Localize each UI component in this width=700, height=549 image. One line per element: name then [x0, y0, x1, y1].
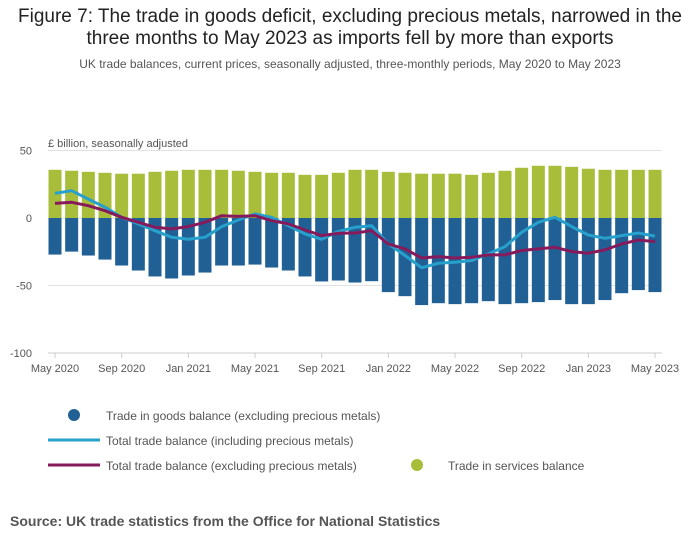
services-bar — [498, 170, 512, 218]
services-bar — [415, 173, 429, 218]
services-bar — [331, 172, 345, 218]
goods-bar — [265, 218, 279, 268]
services-bar — [398, 172, 412, 218]
services-bar — [581, 168, 595, 218]
x-tick-label: May 2020 — [31, 363, 79, 375]
goods-bar — [248, 218, 262, 265]
goods-bar — [415, 218, 429, 306]
chart-subtitle: UK trade balances, current prices, seaso… — [79, 57, 621, 71]
goods-bar — [181, 218, 195, 276]
services-bar — [431, 173, 445, 218]
chart-title: Figure 7: The trade in goods deficit, ex… — [18, 6, 682, 49]
goods-bar — [481, 218, 495, 302]
goods-bar — [515, 218, 529, 304]
services-bar — [298, 174, 312, 218]
services-bar — [65, 170, 79, 218]
goods-bar — [48, 218, 62, 255]
services-bar — [215, 169, 229, 218]
services-bar — [281, 172, 295, 218]
goods-bar — [548, 218, 562, 301]
goods-bar — [115, 218, 129, 266]
x-tick-label: May 2022 — [431, 363, 479, 375]
goods-bar — [198, 218, 212, 273]
x-tick-label: Sep 2021 — [298, 363, 345, 375]
services-bar — [615, 169, 629, 218]
goods-bar — [131, 218, 145, 271]
goods-bar — [565, 218, 579, 305]
x-tick-label: Sep 2022 — [498, 363, 545, 375]
legend-total-incl-label: Total trade balance (including precious … — [106, 434, 353, 448]
goods-bar — [631, 218, 645, 291]
services-bar — [81, 171, 95, 218]
legend-services-label: Trade in services balance — [448, 459, 585, 473]
services-bar — [115, 173, 129, 218]
y-tick-label: -100 — [10, 348, 32, 360]
goods-bar — [381, 218, 395, 293]
services-bar — [48, 169, 62, 218]
y-axis-label: £ billion, seasonally adjusted — [48, 138, 188, 150]
goods-bar — [315, 218, 329, 282]
x-tick-label: May 2021 — [231, 363, 279, 375]
services-bar — [148, 171, 162, 218]
services-bar — [481, 172, 495, 218]
total_excl-line — [54, 200, 656, 260]
services-bar — [198, 169, 212, 218]
x-tick-label: Sep 2020 — [98, 363, 145, 375]
goods-bar — [98, 218, 112, 260]
legend-goods-marker — [68, 409, 80, 421]
goods-bar — [581, 218, 595, 305]
services-bar — [165, 170, 179, 218]
goods-bar — [281, 218, 295, 271]
services-bar — [231, 170, 245, 218]
services-bar — [598, 169, 612, 218]
services-bar — [631, 169, 645, 218]
services-bar — [265, 172, 279, 218]
goods-bar — [331, 218, 345, 281]
goods-bar — [81, 218, 95, 256]
x-tick-label: Jan 2021 — [166, 363, 211, 375]
legend-goods-label: Trade in goods balance (excluding precio… — [106, 409, 380, 423]
legend-services-marker — [411, 459, 423, 471]
goods-bar — [431, 218, 445, 304]
y-tick-label: 0 — [26, 213, 32, 225]
goods-bar — [65, 218, 79, 252]
source-note: Source: UK trade statistics from the Off… — [10, 513, 441, 529]
chart: £ billion, seasonally adjusted 50 0 -50 -10… — [10, 138, 679, 473]
total_incl-line — [54, 189, 656, 270]
services-bar — [181, 169, 195, 218]
services-bar — [248, 171, 262, 218]
x-tick-label: Jan 2023 — [566, 363, 611, 375]
legend-total-excl-label: Total trade balance (excluding precious … — [106, 459, 357, 473]
y-tick-label: -50 — [16, 281, 32, 293]
services-bar — [315, 174, 329, 218]
services-bar — [515, 167, 529, 218]
services-bar — [365, 169, 379, 218]
y-tick-label: 50 — [20, 146, 32, 158]
x-tick-label: May 2023 — [631, 363, 679, 375]
goods-bar — [598, 218, 612, 301]
services-bar — [565, 166, 579, 218]
goods-bar — [531, 218, 545, 303]
goods-bar — [498, 218, 512, 305]
goods-bar — [231, 218, 245, 266]
services-bar — [348, 169, 362, 218]
goods-bar — [615, 218, 629, 294]
services-bar — [131, 173, 145, 218]
services-bar — [448, 173, 462, 218]
services-bar — [531, 165, 545, 218]
services-bar — [548, 165, 562, 218]
services-bar — [465, 174, 479, 218]
x-tick-label: Jan 2022 — [366, 363, 411, 375]
services-bar — [648, 169, 662, 218]
goods-bar — [648, 218, 662, 293]
goods-bar — [165, 218, 179, 279]
services-bar — [381, 171, 395, 218]
